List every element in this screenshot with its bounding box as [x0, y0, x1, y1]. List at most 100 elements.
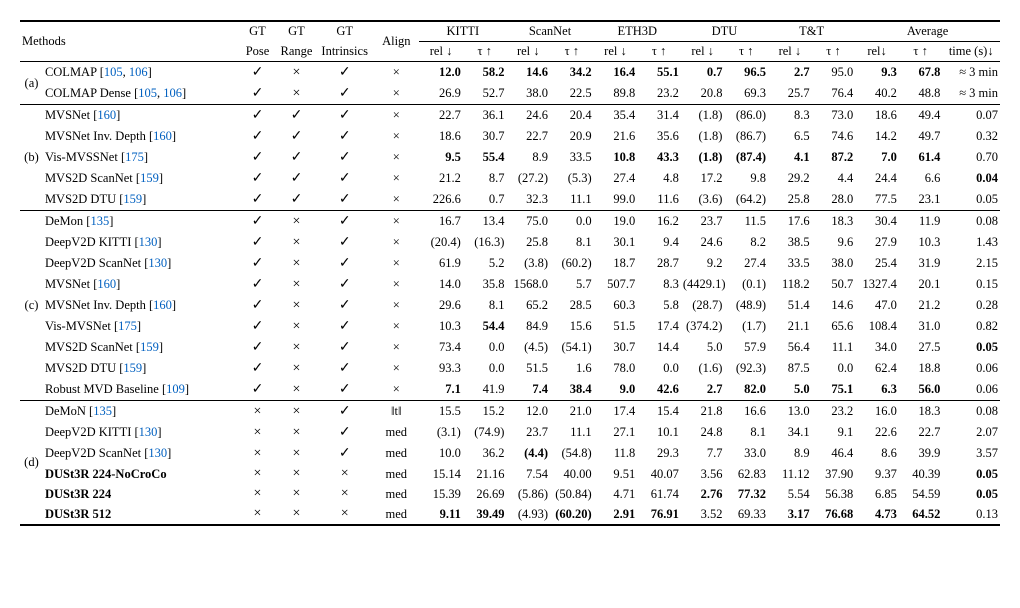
group-label: (d) — [20, 401, 43, 526]
metric-tau: 69.3 — [724, 83, 768, 105]
table-row: MVSNet Inv. Depth [160]✓×✓×29.68.165.228… — [20, 295, 1000, 316]
citation-link[interactable]: 105 — [138, 86, 157, 100]
metric-tau: 56.0 — [899, 379, 943, 401]
gt-mark: ✓ — [316, 189, 373, 211]
gt-header-1: GT — [277, 21, 316, 42]
gt-mark: × — [238, 464, 277, 484]
gt-sub-1: Range — [277, 42, 316, 62]
citation-link[interactable]: 130 — [139, 425, 158, 439]
citation-link[interactable]: 109 — [166, 382, 185, 396]
citation-link[interactable]: 159 — [140, 340, 159, 354]
metric-rel: 84.9 — [506, 316, 550, 337]
metric-rel: 23.7 — [681, 211, 725, 233]
gt-mark: ✓ — [277, 147, 316, 168]
methods-header: Methods — [20, 21, 238, 62]
metric-time: 3.57 — [942, 443, 1000, 464]
metric-tau: 49.4 — [899, 105, 943, 127]
metric-rel: 2.91 — [594, 504, 638, 525]
metric-rel: 9.2 — [681, 253, 725, 274]
method-name: MVS2D ScanNet [159] — [43, 337, 238, 358]
metric-rel: (20.4) — [419, 232, 463, 253]
method-name: MVSNet [160] — [43, 105, 238, 127]
gt-mark: × — [238, 443, 277, 464]
metric-rel: 17.2 — [681, 168, 725, 189]
citation-link[interactable]: 175 — [118, 319, 137, 333]
citation-link[interactable]: 175 — [125, 150, 144, 164]
metric-tau: 61.4 — [899, 147, 943, 168]
citation-link[interactable]: 135 — [93, 404, 112, 418]
metric-tau: (54.8) — [550, 443, 594, 464]
gt-mark: ✓ — [238, 105, 277, 127]
metric-tau: (5.3) — [550, 168, 594, 189]
metric-rel: 47.0 — [855, 295, 899, 316]
metric-rel: 13.0 — [768, 401, 812, 423]
citation-link[interactable]: 106 — [163, 86, 182, 100]
metric-tau: 21.16 — [463, 464, 507, 484]
gt-mark: × — [277, 358, 316, 379]
metric-rel: 6.3 — [855, 379, 899, 401]
metric-tau: (48.9) — [724, 295, 768, 316]
citation-link[interactable]: 106 — [129, 65, 148, 79]
table-row: COLMAP Dense [105, 106]✓×✓×26.952.738.02… — [20, 83, 1000, 105]
citation-link[interactable]: 135 — [90, 214, 109, 228]
citation-link[interactable]: 159 — [123, 361, 142, 375]
metric-rel: 62.4 — [855, 358, 899, 379]
gt-mark: × — [277, 232, 316, 253]
method-name: MVSNet Inv. Depth [160] — [43, 295, 238, 316]
metric-tau: 55.1 — [637, 62, 681, 84]
metric-rel: 51.4 — [768, 295, 812, 316]
metric-rel: (4.4) — [506, 443, 550, 464]
metric-rel: 27.4 — [594, 168, 638, 189]
align-header: Align — [373, 21, 419, 62]
metric-rel: 56.4 — [768, 337, 812, 358]
table-row: DeepV2D KITTI [130]✓×✓×(20.4)(16.3)25.88… — [20, 232, 1000, 253]
metric-tau: 67.8 — [899, 62, 943, 84]
gt-mark: ✓ — [238, 62, 277, 84]
metric-tau-2: τ ↑ — [637, 42, 681, 62]
metric-tau: 28.0 — [812, 189, 856, 211]
metric-rel: 2.7 — [768, 62, 812, 84]
citation-link[interactable]: 130 — [148, 256, 167, 270]
metric-time: 0.05 — [942, 484, 1000, 504]
metric-tau: 55.4 — [463, 147, 507, 168]
metric-rel: 7.54 — [506, 464, 550, 484]
metric-tau: 75.1 — [812, 379, 856, 401]
metric-tau: 74.6 — [812, 126, 856, 147]
gt-header-2: GT — [316, 21, 373, 42]
metric-rel: 93.3 — [419, 358, 463, 379]
metric-tau: 33.0 — [724, 443, 768, 464]
gt-mark: ✓ — [316, 358, 373, 379]
metric-tau: 52.7 — [463, 83, 507, 105]
table-row: DeepV2D ScanNet [130]××✓med10.036.2(4.4)… — [20, 443, 1000, 464]
citation-link[interactable]: 130 — [148, 446, 167, 460]
metric-tau: 37.90 — [812, 464, 856, 484]
align-value: × — [373, 295, 419, 316]
metric-tau: 14.6 — [812, 295, 856, 316]
citation-link[interactable]: 160 — [153, 298, 172, 312]
metric-tau: 48.8 — [899, 83, 943, 105]
citation-link[interactable]: 160 — [153, 129, 172, 143]
metric-rel: 12.0 — [506, 401, 550, 423]
metric-rel: 33.5 — [768, 253, 812, 274]
gt-mark: ✓ — [316, 232, 373, 253]
gt-mark: ✓ — [238, 147, 277, 168]
metric-rel: 10.0 — [419, 443, 463, 464]
table-row: (d)DeMoN [135]××✓‖t‖15.515.212.021.017.4… — [20, 401, 1000, 423]
citation-link[interactable]: 105 — [104, 65, 123, 79]
metric-rel: (3.1) — [419, 422, 463, 443]
gt-header-0: GT — [238, 21, 277, 42]
metric-tau: 4.8 — [637, 168, 681, 189]
citation-link[interactable]: 159 — [140, 171, 159, 185]
citation-link[interactable]: 159 — [123, 192, 142, 206]
metric-time: ≈ 3 min — [942, 83, 1000, 105]
metric-tau: 5.2 — [463, 253, 507, 274]
citation-link[interactable]: 130 — [139, 235, 158, 249]
gt-mark: ✓ — [238, 232, 277, 253]
metric-time: 0.13 — [942, 504, 1000, 525]
metric-rel: 21.1 — [768, 316, 812, 337]
citation-link[interactable]: 160 — [97, 108, 116, 122]
citation-link[interactable]: 160 — [97, 277, 116, 291]
gt-sub-0: Pose — [238, 42, 277, 62]
metric-rel: 10.8 — [594, 147, 638, 168]
metric-tau: 28.5 — [550, 295, 594, 316]
